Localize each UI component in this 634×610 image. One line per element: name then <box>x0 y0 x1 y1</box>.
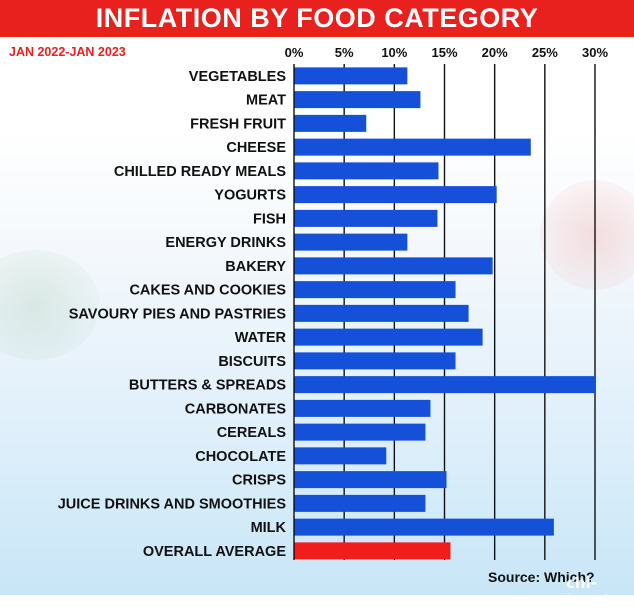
category-label: BAKERY <box>225 259 286 275</box>
x-tick-label: 20% <box>482 45 508 60</box>
category-label: CARBONATES <box>185 401 287 417</box>
bar-overall-average <box>294 542 451 560</box>
chart-subtitle: JAN 2022-JAN 2023 <box>9 45 126 59</box>
category-label: OVERALL AVERAGE <box>143 544 286 560</box>
category-label: YOGURTS <box>214 188 286 204</box>
category-label: CAKES AND COOKIES <box>129 283 286 299</box>
bar <box>294 471 447 489</box>
background-photo-decoration-left <box>0 250 100 360</box>
bar <box>294 257 493 275</box>
chart-title: INFLATION BY FOOD CATEGORY <box>95 3 539 33</box>
bar <box>294 518 554 536</box>
bar <box>294 423 426 441</box>
background-photo-decoration-right <box>540 180 634 290</box>
bar <box>294 162 439 180</box>
x-tick-label: 10% <box>381 45 407 60</box>
bar <box>294 352 456 370</box>
x-tick-label: 5% <box>335 45 354 60</box>
bar <box>294 376 595 394</box>
category-label: FRESH FRUIT <box>190 116 286 132</box>
title-bar: INFLATION BY FOOD CATEGORY <box>0 0 634 37</box>
bar <box>294 447 387 465</box>
category-label: CRISPS <box>232 473 286 489</box>
category-label: VEGETABLES <box>189 69 287 85</box>
category-label: WATER <box>235 330 287 346</box>
bar <box>294 91 421 109</box>
bar <box>294 399 431 417</box>
category-label: CHILLED READY MEALS <box>114 164 286 180</box>
watermark: chi-ha.uk <box>566 574 614 610</box>
bar <box>294 233 408 251</box>
category-label: BUTTERS & SPREADS <box>129 378 286 394</box>
x-tick-label: 30% <box>582 45 608 60</box>
category-label: SAVOURY PIES AND PASTRIES <box>69 306 287 322</box>
category-label: MILK <box>251 520 287 536</box>
category-label: ENERGY DRINKS <box>165 235 286 251</box>
source-note: Source: Which? <box>488 569 595 585</box>
x-tick-label: 25% <box>532 45 558 60</box>
bar <box>294 114 367 132</box>
category-label: FISH <box>253 211 286 227</box>
bar <box>294 67 408 85</box>
category-label: BISCUITS <box>218 354 286 370</box>
bar <box>294 138 531 156</box>
bar <box>294 186 497 204</box>
category-label: MEAT <box>246 93 286 109</box>
bar <box>294 328 483 346</box>
category-label: CHOCOLATE <box>195 449 286 465</box>
category-label: JUICE DRINKS AND SMOOTHIES <box>58 496 287 512</box>
bar-chart: 0% 5% 10% 15% 20% 25% 30% VEGETABLES MEAT FRESH F… <box>58 45 608 560</box>
x-tick-label: 0% <box>285 45 304 60</box>
bar <box>294 209 438 227</box>
category-label: CEREALS <box>217 425 287 441</box>
bar <box>294 281 456 299</box>
bar <box>294 304 469 322</box>
category-label: CHEESE <box>226 140 286 156</box>
bar <box>294 494 426 512</box>
x-tick-label: 15% <box>431 45 457 60</box>
